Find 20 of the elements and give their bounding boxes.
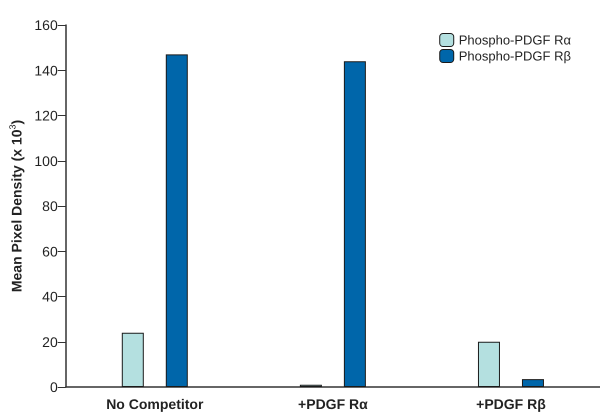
x-tick-label: +PDGF Rβ (476, 396, 546, 412)
y-axis-title: Mean Pixel Density (x 103) (8, 120, 24, 292)
y-tick-label: 120 (34, 108, 58, 124)
x-tick-label: No Competitor (106, 396, 204, 412)
legend-label: Phospho-PDGF Rβ (458, 48, 571, 64)
y-tick-label: 80 (42, 198, 58, 214)
y-tick-label: 0 (50, 379, 58, 395)
bar (122, 332, 144, 387)
bar (522, 379, 544, 387)
y-tick-label: 60 (42, 243, 58, 260)
bar (344, 61, 366, 387)
y-tick-label: 160 (34, 17, 58, 33)
y-tick-label: 20 (42, 334, 58, 350)
y-tick-label: 100 (34, 152, 58, 169)
bar (478, 342, 500, 387)
y-tick-label: 40 (42, 288, 58, 304)
x-tick-label: +PDGF Rα (298, 396, 368, 412)
y-tick-label: 140 (34, 62, 58, 78)
bar (166, 54, 188, 387)
legend-label: Phospho-PDGF Rα (458, 32, 572, 48)
